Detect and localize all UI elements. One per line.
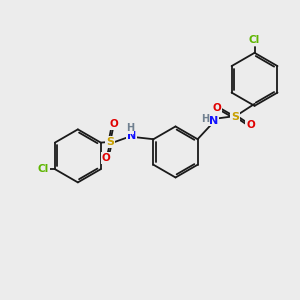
Text: S: S: [106, 137, 114, 147]
Text: Cl: Cl: [38, 164, 49, 174]
Text: S: S: [231, 112, 239, 122]
Text: N: N: [209, 116, 218, 126]
Text: H: H: [201, 114, 209, 124]
Text: Cl: Cl: [249, 35, 260, 45]
Text: O: O: [213, 103, 222, 113]
Text: N: N: [127, 131, 136, 141]
Text: H: H: [126, 123, 134, 134]
Text: O: O: [102, 153, 111, 163]
Text: O: O: [110, 119, 118, 130]
Text: O: O: [246, 121, 255, 130]
